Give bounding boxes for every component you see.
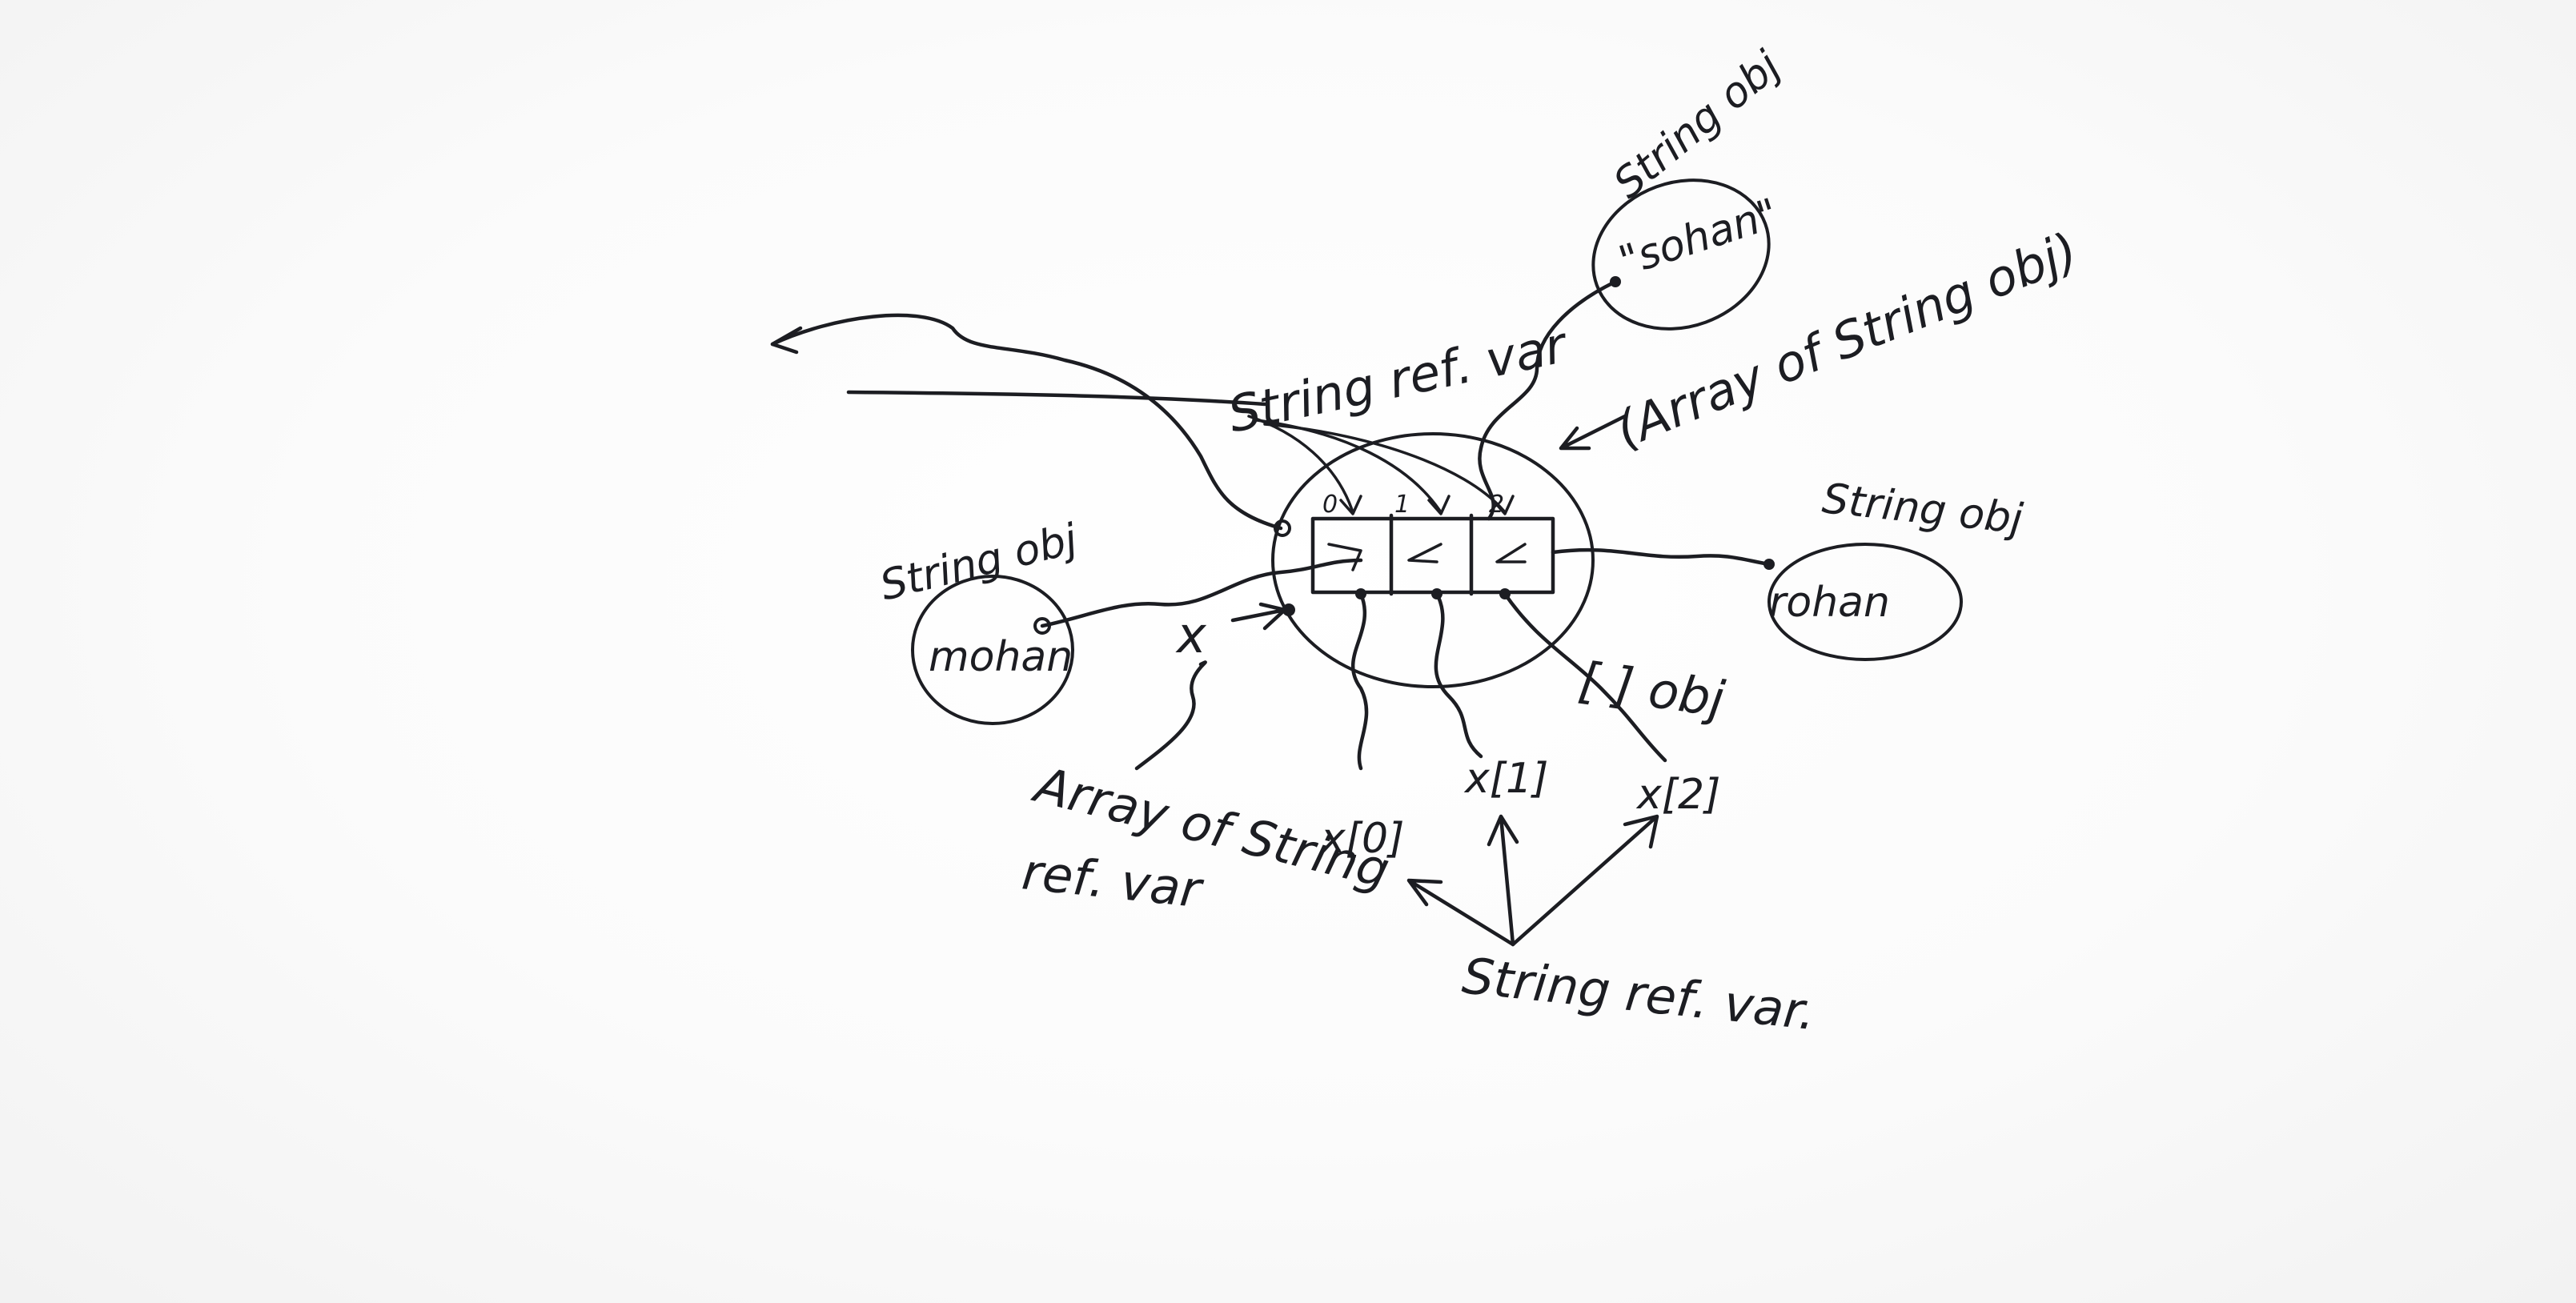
rohan-value: rohan (1769, 579, 1890, 627)
arrow-to-x0 (1406, 878, 1515, 947)
wavy-line-top-left (770, 313, 1283, 531)
label-string-ref-var-bottom: String ref. var. (1459, 946, 1818, 1041)
arrow-to-x1 (1487, 814, 1519, 947)
label-string-ref-var-top: String ref. var (1223, 315, 1574, 443)
label-array-of-string-ref-var-line2: ref. var (1019, 842, 1206, 919)
sohan-object-circle (1591, 178, 1771, 331)
rohan-object-circle (1767, 543, 1963, 661)
wavy-line-to-mohan (1040, 558, 1363, 628)
cell-2-pointer (1495, 543, 1527, 563)
arrowhead-top-left (770, 326, 803, 355)
wavy-line-to-x1 (1434, 591, 1483, 759)
cell-0-pointer (1327, 543, 1362, 571)
wavy-line-to-x0 (1350, 591, 1369, 771)
arrow-to-array-object (1559, 414, 1627, 451)
arrow-to-x2 (1511, 814, 1659, 947)
x-var-arrow (1230, 602, 1287, 631)
label-string-obj-left: String obj (876, 515, 1083, 611)
x-var-dot (1282, 603, 1295, 616)
x-var-pointer-squiggle (1134, 660, 1207, 771)
ref-arrow-to-cell-2 (1263, 423, 1507, 514)
connection-dot-left-top (1274, 519, 1291, 537)
mohan-value: mohan (929, 633, 1073, 681)
wavy-line-to-x2 (1503, 591, 1667, 763)
array-box (1310, 516, 1555, 595)
line-to-rohan (1551, 547, 1772, 567)
index-1: 1 (1394, 491, 1410, 519)
label-x0: x[0] (1319, 815, 1404, 863)
array-object-circle (1271, 432, 1595, 688)
mohan-object-circle (911, 575, 1074, 725)
x-var-label: x (1175, 606, 1207, 664)
wavy-line-to-sohan (1478, 279, 1618, 521)
label-string-obj-right: String obj (1820, 475, 2025, 543)
label-x1: x[1] (1463, 755, 1548, 803)
label-x2: x[2] (1635, 771, 1720, 819)
index-0: 0 (1322, 491, 1338, 519)
incoming-line (846, 390, 1267, 407)
label-array-obj: [ ] obj (1575, 651, 1728, 729)
ref-arrowheads (1339, 495, 1515, 515)
cell-1-pointer (1407, 543, 1442, 563)
label-string-obj-top: String obj (1605, 42, 1790, 208)
